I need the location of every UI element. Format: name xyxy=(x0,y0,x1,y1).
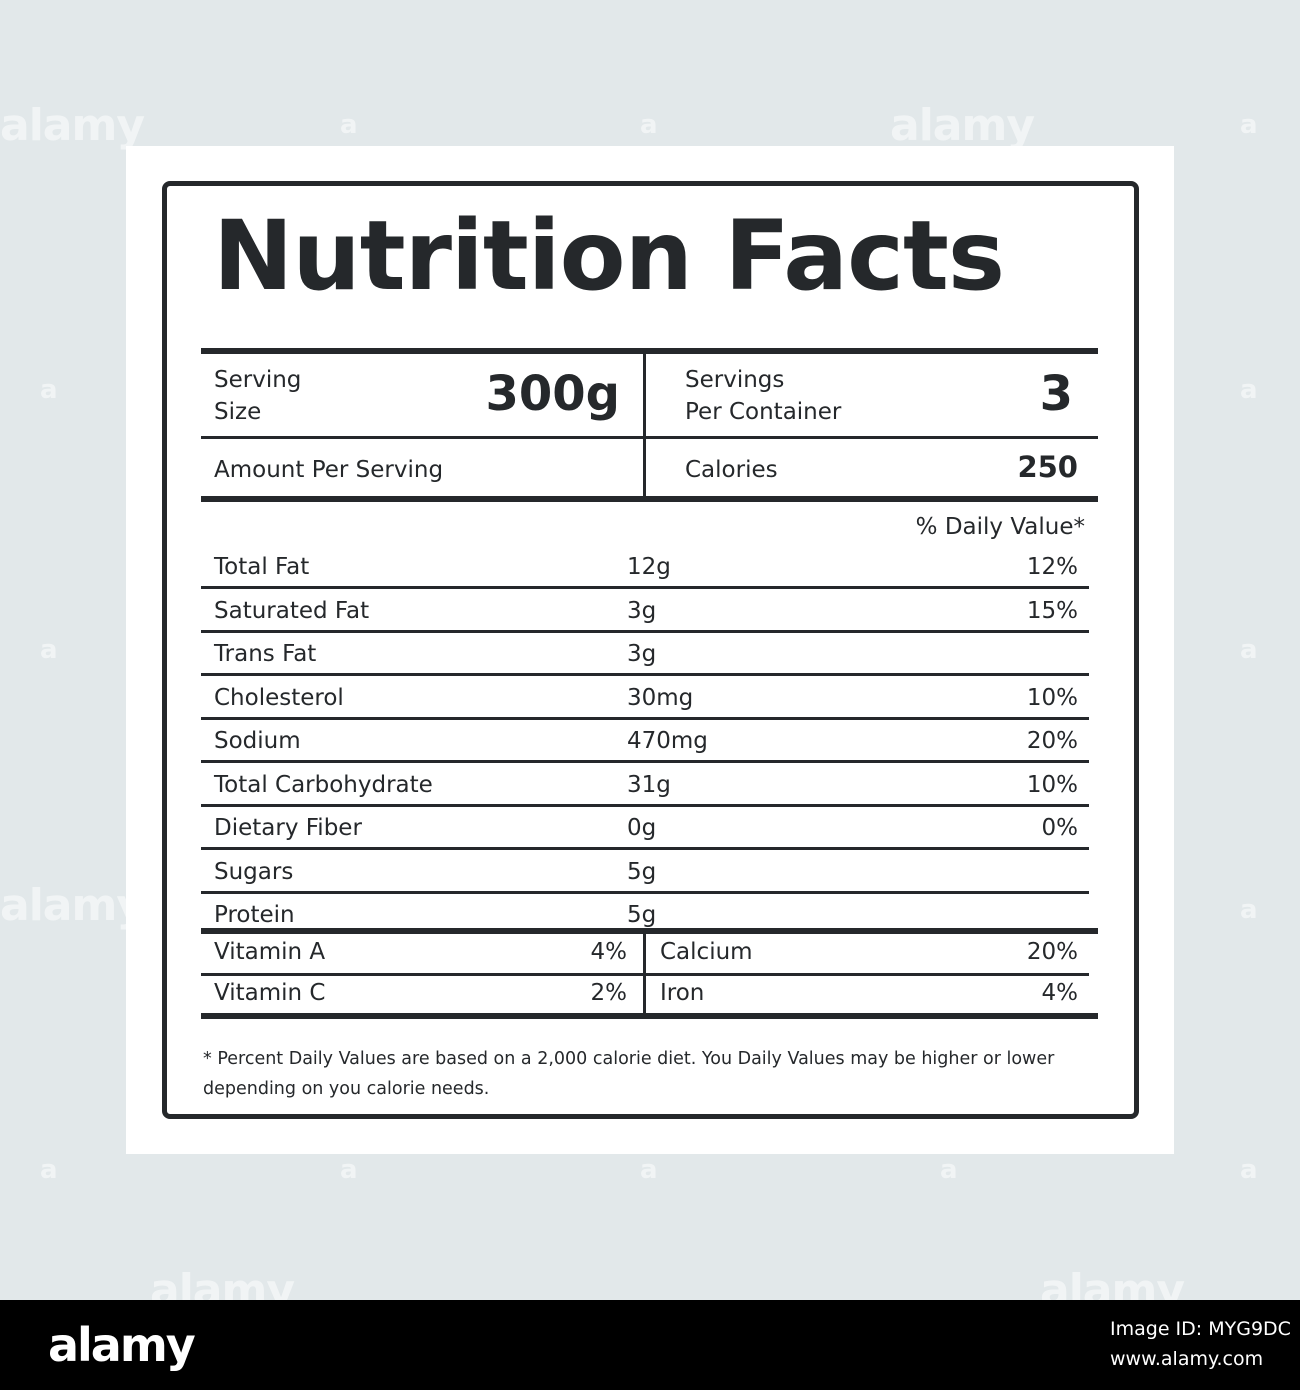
serving-size-label: Serving xyxy=(214,367,302,393)
calories-value: 250 xyxy=(1017,450,1078,484)
image-id: Image ID: MYG9DC xyxy=(1110,1318,1291,1340)
nutrient-daily-value: 10% xyxy=(1026,684,1078,711)
mineral-value: 20% xyxy=(1026,939,1078,965)
serving-size-value: 300g xyxy=(485,366,620,422)
servings-per-container-value: 3 xyxy=(1039,366,1073,422)
watermark: a xyxy=(40,375,58,405)
row-divider xyxy=(201,586,1089,589)
nutrient-amount: 3g xyxy=(627,597,657,624)
watermark: a xyxy=(340,1155,358,1185)
watermark: a xyxy=(640,1155,658,1185)
nutrient-name: Total Fat xyxy=(214,554,310,580)
thick-divider xyxy=(201,928,1098,934)
nutrient-daily-value: 20% xyxy=(1026,728,1078,754)
nutrient-amount: 5g xyxy=(627,902,657,928)
nutrient-amount: 0g xyxy=(627,815,657,841)
watermark: a xyxy=(640,110,658,140)
nutrient-name: Sodium xyxy=(214,728,301,754)
nutrient-name: Dietary Fiber xyxy=(214,815,362,841)
vitamin-value: 2% xyxy=(590,980,628,1006)
watermark: a xyxy=(1240,110,1258,140)
thick-divider xyxy=(201,496,1098,502)
watermark: a xyxy=(1240,635,1258,665)
label-title: Nutrition Facts xyxy=(213,200,1005,312)
row-divider xyxy=(201,716,1089,720)
nutrient-daily-value: 0% xyxy=(1041,815,1079,841)
column-divider xyxy=(643,354,646,498)
watermark: alamy xyxy=(0,880,145,931)
vitamin-value: 4% xyxy=(590,939,628,965)
mineral-name: Iron xyxy=(660,980,705,1006)
nutrient-name: Sugars xyxy=(214,858,294,885)
mineral-value: 4% xyxy=(1041,980,1079,1006)
thick-divider xyxy=(201,348,1098,354)
row-divider xyxy=(201,760,1089,763)
servings-per-container-label: Per Container xyxy=(685,399,842,425)
column-divider xyxy=(643,934,646,1016)
nutrient-name: Saturated Fat xyxy=(214,597,370,624)
nutrient-name: Total Carbohydrate xyxy=(214,771,433,798)
watermark: a xyxy=(40,1155,58,1185)
nutrient-amount: 30mg xyxy=(627,684,694,711)
watermark: alamy xyxy=(0,100,145,151)
watermark: a xyxy=(940,1155,958,1185)
nutrient-amount: 5g xyxy=(627,858,657,885)
amount-per-serving: Amount Per Serving xyxy=(214,457,444,483)
calories-label: Calories xyxy=(685,457,778,483)
row-divider xyxy=(201,673,1089,676)
nutrient-daily-value: 15% xyxy=(1026,597,1078,624)
nutrition-label: Nutrition Facts Serving Size 300g Servin… xyxy=(162,181,1139,1119)
nutrient-amount: 12g xyxy=(627,554,671,580)
footnote: * Percent Daily Values are based on a 2,… xyxy=(203,1049,1055,1099)
row-divider xyxy=(201,629,1089,633)
nutrient-daily-value: 12% xyxy=(1026,554,1078,580)
vitamin-name: Vitamin C xyxy=(214,980,326,1006)
stock-footer-bar: alamy Image ID: MYG9DC www.alamy.com xyxy=(0,1300,1300,1390)
serving-size-label: Size xyxy=(214,399,262,425)
nutrient-name: Trans Fat xyxy=(214,641,317,667)
watermark: a xyxy=(40,635,58,665)
servings-per-container-label: Servings xyxy=(685,367,785,393)
watermark: a xyxy=(1240,375,1258,405)
watermark: a xyxy=(1240,895,1258,925)
divider xyxy=(201,436,1098,439)
nutrient-amount: 31g xyxy=(627,771,671,798)
mineral-name: Calcium xyxy=(660,939,753,965)
footer-logo: alamy xyxy=(48,1318,196,1372)
thick-divider xyxy=(201,1013,1098,1019)
row-divider xyxy=(201,847,1089,850)
nutrient-amount: 3g xyxy=(627,641,657,667)
daily-value-header: % Daily Value* xyxy=(915,514,1085,540)
nutrient-amount: 470mg xyxy=(627,728,708,754)
row-divider xyxy=(201,890,1089,894)
watermark: a xyxy=(1240,1155,1258,1185)
row-divider xyxy=(201,803,1089,807)
watermark: alamy xyxy=(890,100,1035,151)
site-url: www.alamy.com xyxy=(1110,1348,1264,1370)
nutrient-name: Protein xyxy=(214,902,295,928)
vitamin-name: Vitamin A xyxy=(214,939,326,965)
nutrient-daily-value: 10% xyxy=(1026,771,1078,798)
nutrient-name: Cholesterol xyxy=(214,684,344,711)
watermark: a xyxy=(340,110,358,140)
label-paper xyxy=(126,146,1174,1154)
